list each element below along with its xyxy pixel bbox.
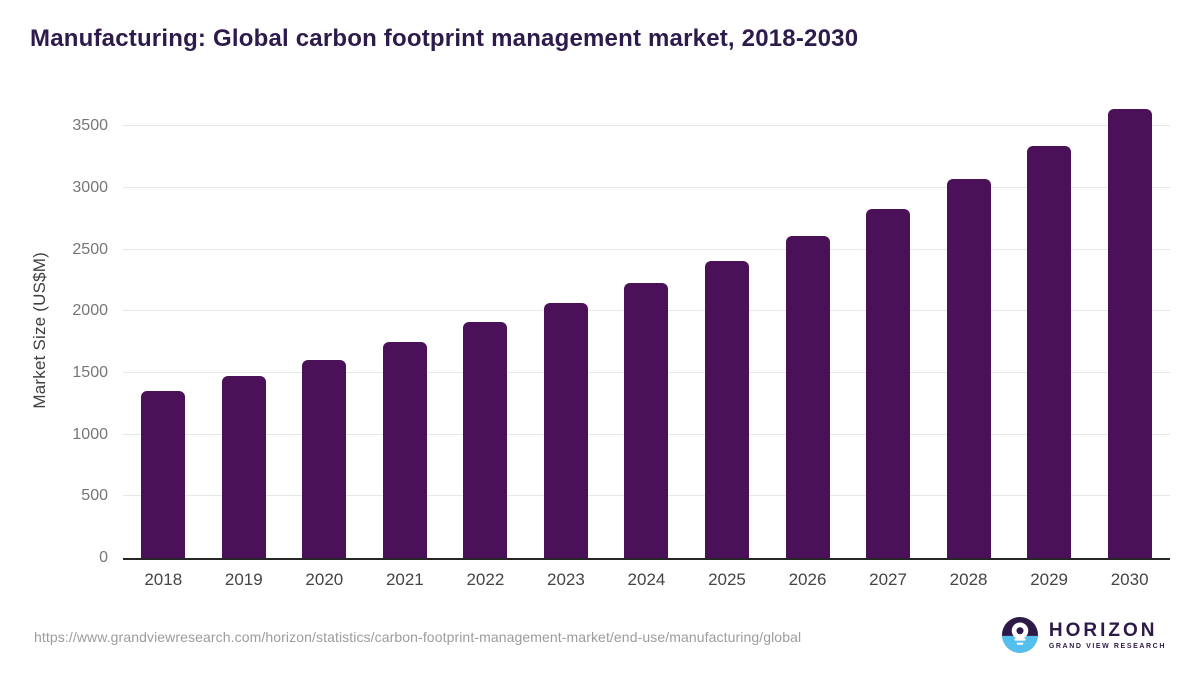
y-tick-label-2500: 2500 bbox=[72, 240, 108, 258]
bar-slot-2024 bbox=[606, 100, 687, 558]
x-tick-label-2030: 2030 bbox=[1110, 570, 1149, 589]
logo-text: HORIZON GRAND VIEW RESEARCH bbox=[1048, 619, 1166, 650]
bar-slot-2028 bbox=[928, 100, 1009, 558]
plot-area: 0 500 1000 1500 2000 2500 3000 3500 bbox=[72, 100, 1170, 566]
x-tick-label-2018: 2018 bbox=[144, 570, 183, 589]
x-tick-label-2020: 2020 bbox=[305, 570, 344, 589]
bar-slot-2027 bbox=[848, 100, 929, 558]
bar-2027[interactable] bbox=[866, 208, 911, 558]
bar-2030[interactable] bbox=[1107, 108, 1152, 558]
x-tick-label-2029: 2029 bbox=[1030, 570, 1069, 589]
bar-slot-2018 bbox=[123, 100, 204, 558]
chart-title: Manufacturing: Global carbon footprint m… bbox=[30, 25, 859, 52]
y-tick-label-3500: 3500 bbox=[72, 117, 108, 135]
x-tick-label-2019: 2019 bbox=[224, 570, 263, 589]
bar-slot-2026 bbox=[767, 100, 848, 558]
gridline-3000 bbox=[123, 186, 1170, 188]
bar-2022[interactable] bbox=[463, 322, 508, 558]
y-tick-label-0: 0 bbox=[99, 549, 108, 566]
bar-2023[interactable] bbox=[543, 303, 588, 558]
bar-slot-2030 bbox=[1089, 100, 1170, 558]
bar-slot-2022 bbox=[445, 100, 526, 558]
y-tick-label-500: 500 bbox=[81, 487, 108, 505]
x-tick-label-2026: 2026 bbox=[788, 570, 827, 589]
gridline-3500 bbox=[123, 125, 1170, 127]
gridline-2500 bbox=[123, 248, 1170, 250]
source-url: https://www.grandviewresearch.com/horizo… bbox=[34, 629, 802, 645]
bar-slot-2023 bbox=[526, 100, 607, 558]
y-axis-title: Market Size (US$M) bbox=[30, 251, 49, 409]
x-tick-label-2021: 2021 bbox=[385, 570, 424, 589]
bar-2028[interactable] bbox=[946, 179, 991, 558]
bar-2021[interactable] bbox=[382, 342, 427, 558]
y-tick-label-1500: 1500 bbox=[72, 363, 108, 381]
bar-2025[interactable] bbox=[704, 260, 749, 558]
bars-row bbox=[123, 100, 1170, 558]
bar-slot-2020 bbox=[284, 100, 365, 558]
bar-slot-2029 bbox=[1009, 100, 1090, 558]
bar-2019[interactable] bbox=[221, 376, 266, 558]
x-tick-label-2024: 2024 bbox=[627, 570, 666, 589]
y-tick-label-2000: 2000 bbox=[72, 302, 108, 320]
y-tick-label-1000: 1000 bbox=[72, 425, 108, 443]
bar-slot-2025 bbox=[687, 100, 768, 558]
horizon-sunset-circle-icon bbox=[1001, 616, 1038, 654]
y-tick-label-3000: 3000 bbox=[72, 178, 108, 196]
horizon-logo: HORIZON GRAND VIEW RESEARCH bbox=[1001, 616, 1166, 654]
y-axis-title-wrap: Market Size (US$M) bbox=[22, 100, 58, 560]
bar-2020[interactable] bbox=[302, 359, 347, 558]
x-tick-label-2023: 2023 bbox=[547, 570, 585, 589]
bar-2024[interactable] bbox=[624, 282, 669, 558]
x-tick-label-2022: 2022 bbox=[466, 570, 505, 589]
bar-slot-2019 bbox=[204, 100, 285, 558]
x-tick-label-2028: 2028 bbox=[949, 570, 988, 589]
bar-2018[interactable] bbox=[141, 391, 186, 558]
bar-2029[interactable] bbox=[1027, 145, 1072, 558]
logo-subtitle: GRAND VIEW RESEARCH bbox=[1048, 642, 1166, 650]
logo-title: HORIZON bbox=[1048, 619, 1158, 641]
x-axis-labels: 2018 2019 2020 2021 2022 2023 2024 2025 2026 2027… bbox=[123, 570, 1170, 590]
bar-2026[interactable] bbox=[785, 235, 830, 558]
x-tick-label-2025: 2025 bbox=[708, 570, 746, 589]
x-tick-label-2027: 2027 bbox=[869, 570, 907, 589]
bar-slot-2021 bbox=[365, 100, 446, 558]
